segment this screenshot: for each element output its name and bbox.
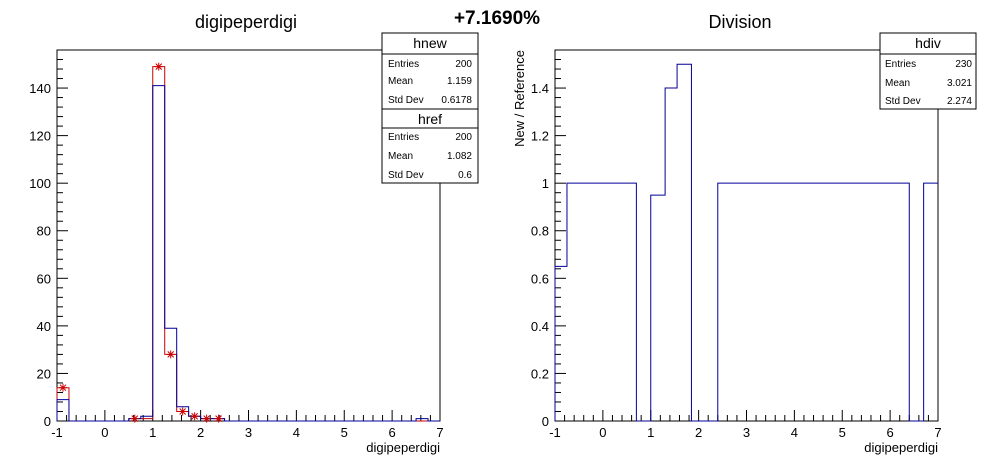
stats-value: 3.021	[947, 78, 972, 89]
left-y-tick-label: 0	[44, 414, 51, 429]
hnew-data-marker	[214, 414, 223, 423]
right-y-tick-label: 0	[542, 414, 549, 429]
stats-box-href-frame	[381, 108, 479, 184]
left-x-tick-label: 6	[389, 425, 396, 440]
stats-value: 200	[455, 59, 472, 70]
right-panel: Division -1 0 1 2 3 4 5 6 700.20.40.60.811.21.4 …	[512, 12, 977, 455]
stats-label: Mean	[885, 78, 910, 89]
hnew-data-marker	[178, 407, 187, 416]
stats-label: Std Dev	[885, 96, 921, 107]
left-x-tick-label: 7	[436, 425, 443, 440]
right-y-tick-label: 0.2	[531, 366, 549, 381]
stats-label: Mean	[388, 151, 413, 162]
right-x-axis-label: digipeperdigi	[864, 440, 938, 455]
right-panel-title: Division	[708, 12, 771, 32]
stats-box-hdiv-frame	[879, 32, 977, 110]
stats-box-href-title: href	[418, 111, 442, 127]
stats-value: 2.274	[947, 96, 972, 107]
right-y-tick-label: 0.8	[531, 224, 549, 239]
left-x-tick-label: 3	[245, 425, 252, 440]
stats-box-hdiv: hdiv Entries 230 Mean 3.021 Std Dev 2.27…	[879, 32, 977, 110]
left-y-tick-label: 120	[29, 129, 51, 144]
right-y-tick-label: 1	[542, 176, 549, 191]
stats-box-href: href Entries 200 Mean 1.082 Std Dev 0.6	[381, 108, 479, 184]
stats-box-hnew-frame	[381, 32, 479, 110]
stats-label: Entries	[388, 132, 419, 143]
left-x-tick-label: 0	[101, 425, 108, 440]
left-y-tick-label: 20	[37, 366, 51, 381]
stats-value: 1.082	[447, 151, 472, 162]
hdiv-ratio-line	[554, 63, 938, 422]
left-panel-title: digipeperdigi	[195, 12, 297, 32]
stats-box-hnew: hnew Entries 200 Mean 1.159 Std Dev 0.61…	[381, 32, 479, 110]
left-y-tick-label: 100	[29, 176, 51, 191]
stats-label: Entries	[885, 59, 916, 70]
stats-value: 230	[955, 59, 972, 70]
stats-value: 0.6	[458, 170, 472, 181]
stats-value: 1.159	[447, 76, 472, 87]
right-x-tick-label: 6	[887, 425, 894, 440]
left-x-tick-label: -1	[51, 425, 63, 440]
stats-label: Std Dev	[388, 170, 424, 181]
left-x-tick-label: 4	[293, 425, 300, 440]
right-y-tick-label: 1.2	[531, 129, 549, 144]
hnew-data-marker	[130, 414, 139, 423]
left-y-tick-label: 140	[29, 81, 51, 96]
right-y-axis-label: New / Reference	[512, 50, 527, 147]
left-x-tick-label: 2	[197, 425, 204, 440]
right-plot-area	[554, 63, 938, 422]
stats-value: 0.6178	[441, 95, 472, 106]
hnew-data-marker	[58, 383, 67, 392]
hnew-data-marker	[154, 62, 163, 71]
right-y-tick-label: 1.4	[531, 81, 549, 96]
left-x-tick-label: 5	[341, 425, 348, 440]
right-x-tick-label: 1	[647, 425, 654, 440]
left-panel: digipeperdigi -1 0 1 2 3 4 5 6 70204060801001201…	[29, 12, 479, 455]
right-axis-ticks: -1 0 1 2 3 4 5 6 700.20.40.60.811.21.4	[531, 49, 942, 440]
hnew-data-marker	[202, 414, 211, 423]
stats-box-hnew-title: hnew	[413, 35, 447, 51]
right-x-tick-label: 4	[791, 425, 798, 440]
percent-diff-title: +7.1690%	[454, 8, 540, 29]
right-y-tick-label: 0.6	[531, 271, 549, 286]
right-x-tick-label: 7	[934, 425, 941, 440]
right-x-tick-label: 5	[839, 425, 846, 440]
left-y-tick-label: 80	[37, 224, 51, 239]
stats-value: 200	[455, 132, 472, 143]
stats-label: Std Dev	[388, 95, 424, 106]
left-plot-area	[56, 62, 440, 423]
hnew-data-marker	[166, 350, 175, 359]
href-histogram-line	[56, 85, 440, 422]
left-y-tick-label: 40	[37, 319, 51, 334]
right-x-tick-label: 2	[695, 425, 702, 440]
right-x-tick-label: 3	[743, 425, 750, 440]
right-x-tick-label: -1	[549, 425, 561, 440]
left-x-tick-label: 1	[149, 425, 156, 440]
right-y-tick-label: 0.4	[531, 319, 549, 334]
stats-label: Mean	[388, 76, 413, 87]
left-y-tick-label: 60	[37, 271, 51, 286]
hnew-data-marker	[190, 412, 199, 421]
left-x-axis-label: digipeperdigi	[366, 440, 440, 455]
right-x-tick-label: 0	[599, 425, 606, 440]
stats-box-hdiv-title: hdiv	[915, 35, 941, 51]
stats-label: Entries	[388, 59, 419, 70]
